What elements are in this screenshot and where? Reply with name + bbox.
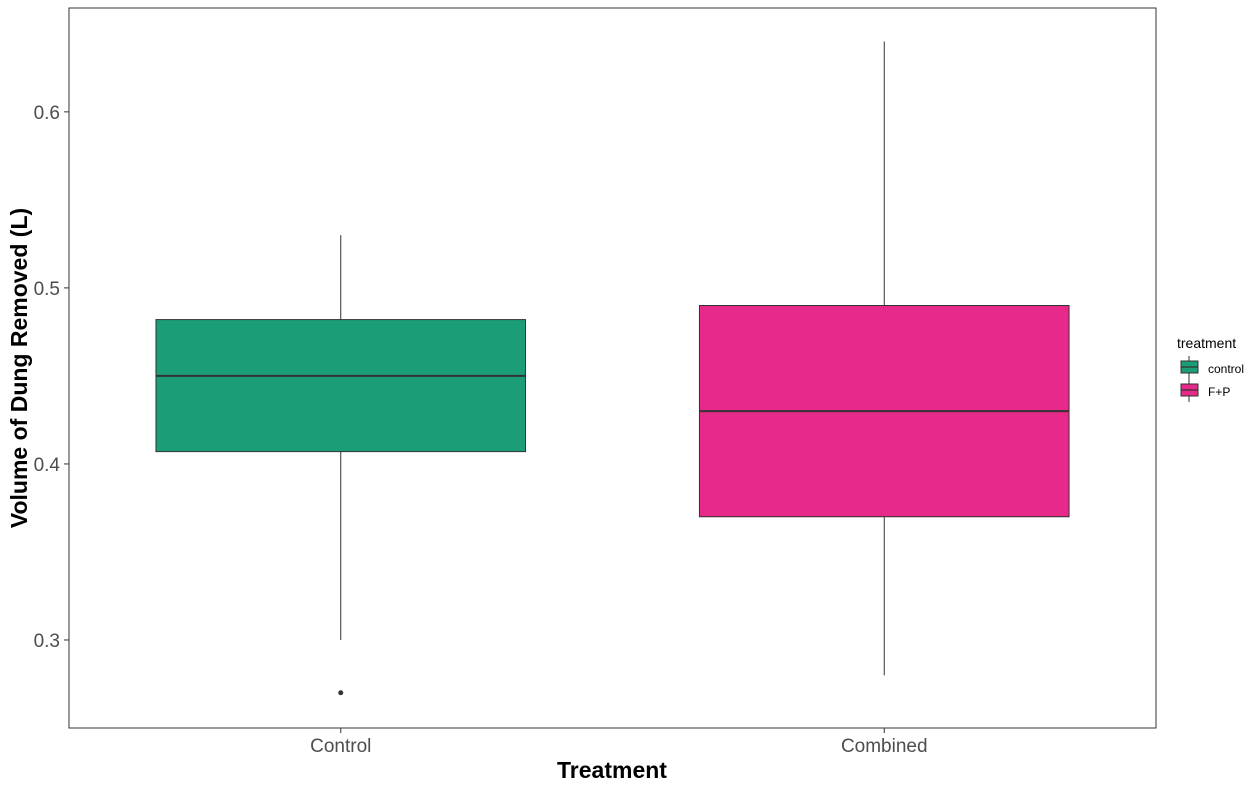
x-tick-label: Control	[310, 736, 371, 757]
y-tick-label: 0.6	[34, 103, 60, 124]
y-tick-label: 0.4	[34, 455, 61, 476]
x-axis: Control Combined	[310, 728, 928, 757]
legend-label-control: control	[1208, 362, 1244, 376]
x-tick-label: Combined	[841, 736, 928, 757]
box-iqr	[155, 319, 527, 453]
legend-item-control: control	[1180, 356, 1244, 379]
box-fp	[698, 41, 1070, 676]
box-control	[155, 235, 527, 696]
outlier-point	[338, 690, 344, 696]
x-axis-title: Treatment	[557, 757, 667, 783]
legend: treatment control F+P	[1177, 335, 1244, 402]
y-axis: 0.3 0.4 0.5 0.6	[34, 103, 69, 652]
y-tick-label: 0.3	[34, 631, 60, 652]
legend-item-fp: F+P	[1180, 379, 1230, 402]
legend-label-fp: F+P	[1208, 385, 1230, 399]
boxes-layer	[155, 41, 1070, 696]
legend-title: treatment	[1177, 335, 1236, 351]
y-tick-label: 0.5	[34, 279, 60, 300]
y-axis-title: Volume of Dung Removed (L)	[6, 208, 32, 528]
